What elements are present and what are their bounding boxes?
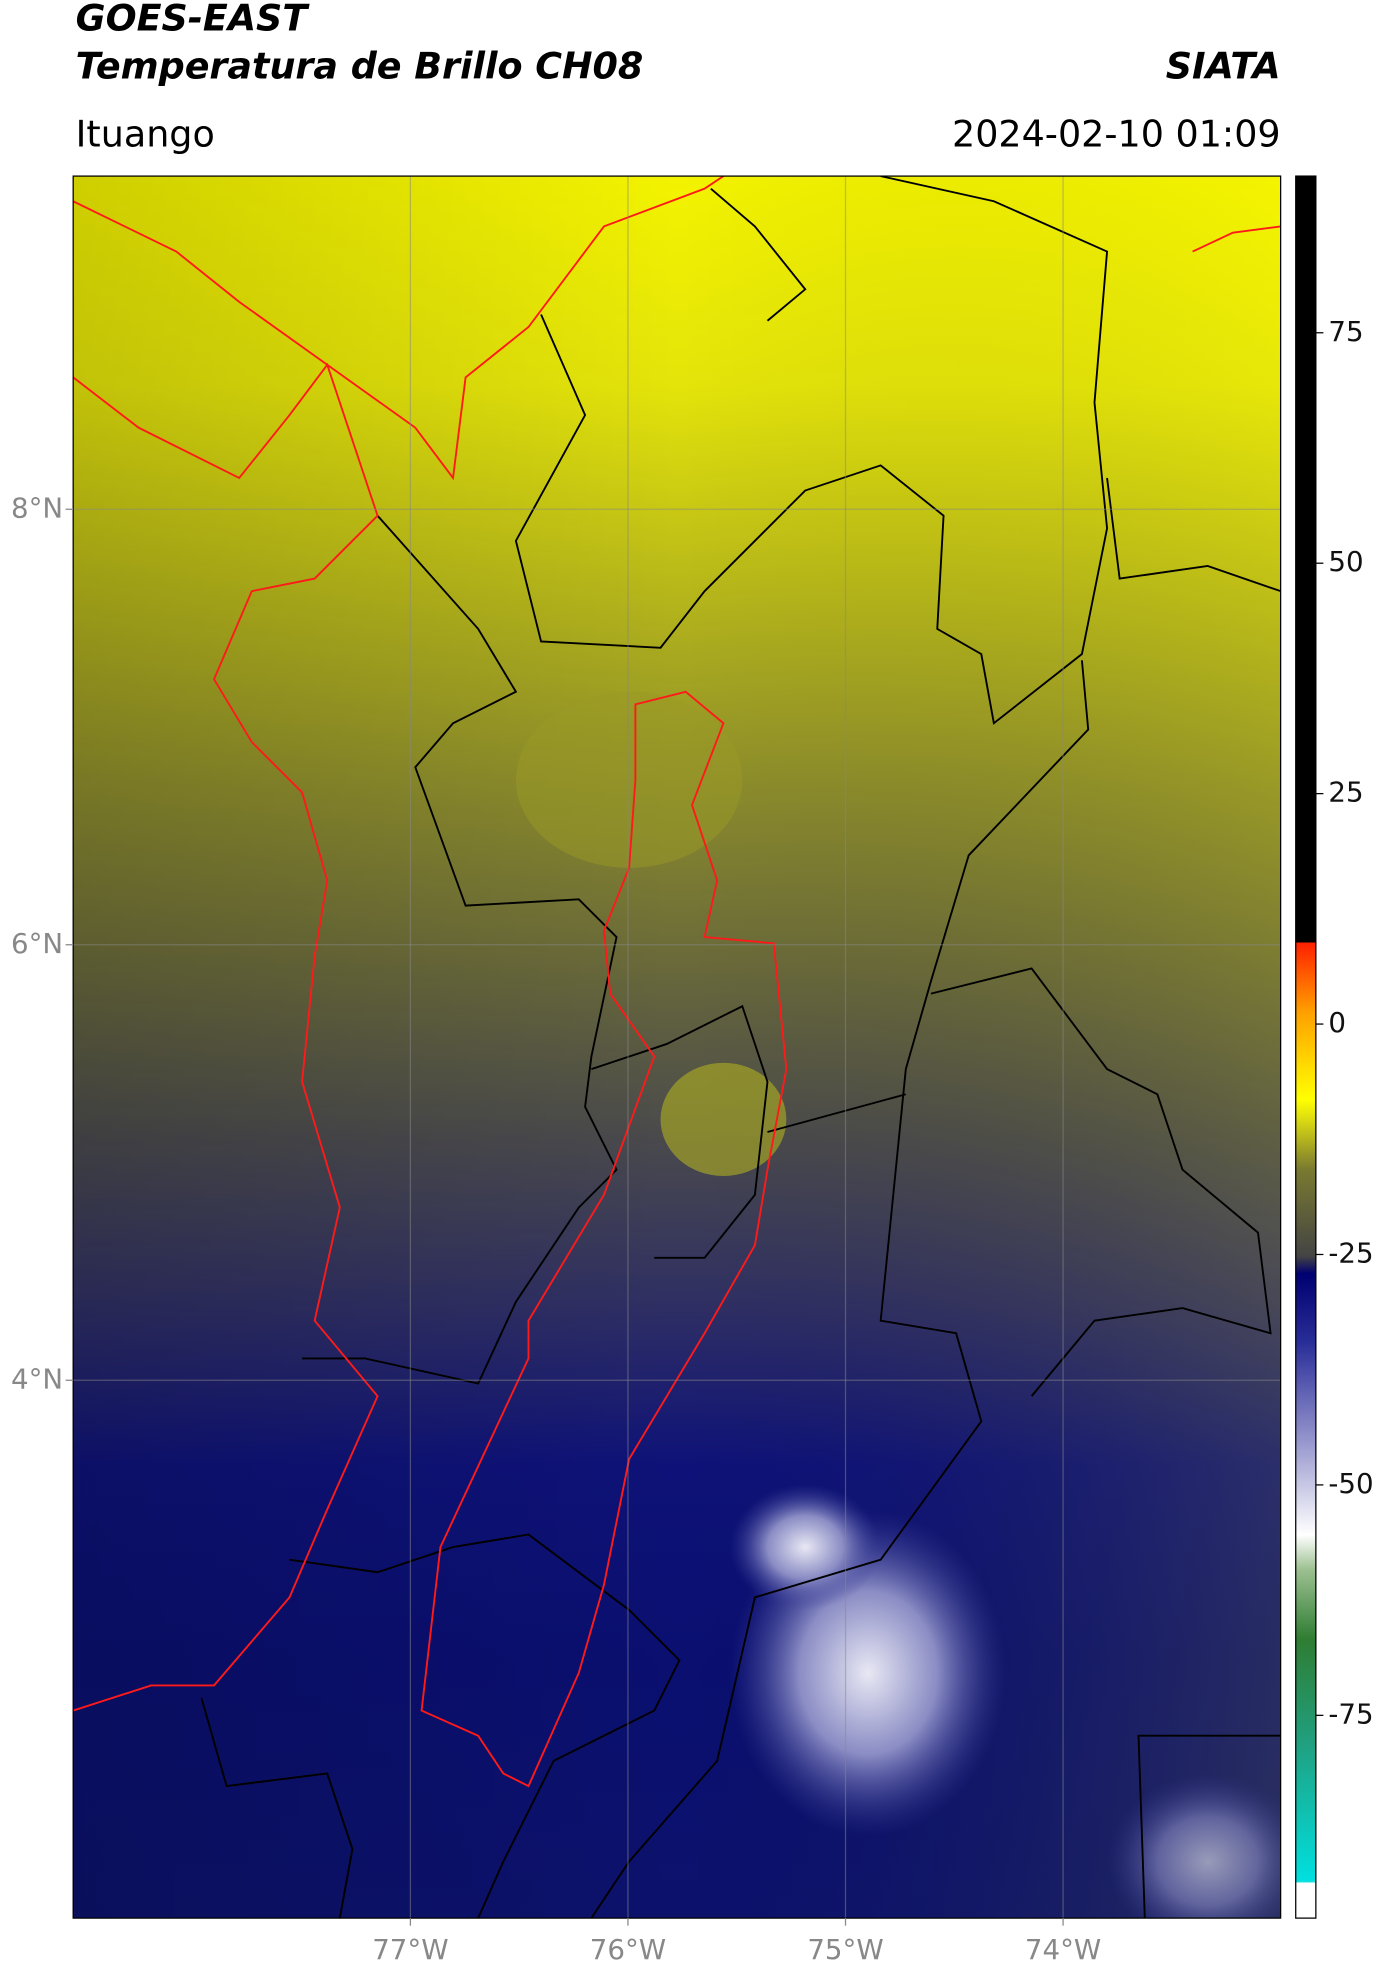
- credit: SIATA: [1166, 44, 1281, 87]
- colorbar: [1295, 175, 1317, 1919]
- x-tick-label: 77°W: [372, 1933, 448, 1966]
- x-tick-label: 76°W: [590, 1933, 666, 1966]
- location: Ituango: [76, 112, 215, 155]
- field-patch: [515, 691, 743, 868]
- graticule: [73, 176, 1281, 1919]
- field-patch: [660, 1062, 787, 1177]
- red-outlines: [73, 176, 1281, 1788]
- x-tick-label: 74°W: [1025, 1933, 1101, 1966]
- x-tick-label: 75°W: [807, 1933, 883, 1966]
- title: GOES-EAST: [76, 0, 311, 40]
- colorbar-tick-label: -25: [1328, 1236, 1373, 1269]
- y-tick-label: 8°N: [11, 491, 63, 524]
- colorbar-tick-label: 75: [1328, 315, 1363, 348]
- colorbar-tick-label: -50: [1328, 1467, 1373, 1500]
- cold-cloud: [1107, 1773, 1281, 1919]
- map: [73, 176, 1281, 1919]
- boundaries: [200, 176, 1281, 1919]
- field-shade: [73, 176, 1281, 1919]
- cold-cloud: [729, 1484, 881, 1610]
- colorbar-tick-label: 25: [1328, 776, 1363, 809]
- y-tick-label: 4°N: [11, 1362, 63, 1395]
- timestamp: 2024-02-10 01:09: [952, 112, 1281, 155]
- colorbar-tick-label: 50: [1328, 545, 1363, 578]
- colorbar-tick-label: 0: [1328, 1006, 1346, 1039]
- colorbar-tick-label: -75: [1328, 1697, 1373, 1730]
- y-tick-label: 6°N: [11, 927, 63, 960]
- subtitle: Temperatura de Brillo CH08: [76, 44, 644, 87]
- map-frame: [72, 175, 1282, 1919]
